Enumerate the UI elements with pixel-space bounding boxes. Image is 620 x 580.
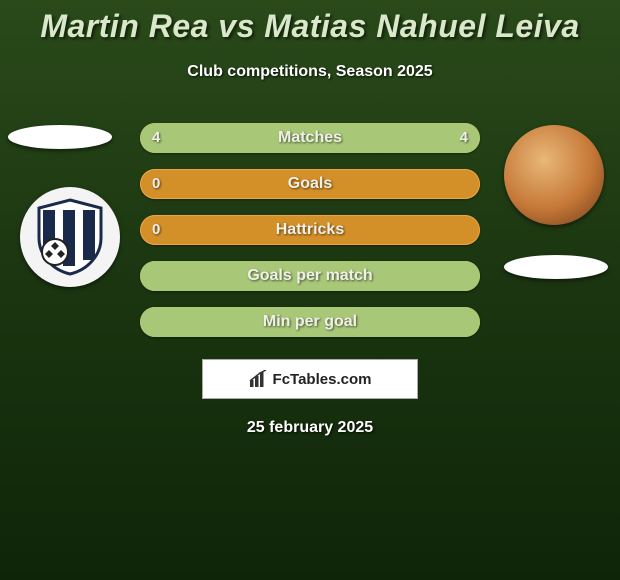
stat-label: Hattricks bbox=[140, 215, 480, 245]
stat-label: Goals per match bbox=[140, 261, 480, 291]
stat-row: 0Goals bbox=[140, 169, 480, 199]
subtitle: Club competitions, Season 2025 bbox=[0, 63, 620, 81]
date-line: 25 february 2025 bbox=[0, 419, 620, 437]
stats-area: 44Matches 0Goals 0Hattricks Goals per match… bbox=[0, 123, 620, 353]
page-title: Martin Rea vs Matias Nahuel Leiva bbox=[0, 8, 620, 45]
player-left-column bbox=[6, 123, 116, 353]
stat-label: Matches bbox=[140, 123, 480, 153]
player-left-club-crest bbox=[20, 187, 120, 287]
stat-label: Goals bbox=[140, 169, 480, 199]
stat-bars: 44Matches 0Goals 0Hattricks Goals per match… bbox=[140, 123, 480, 353]
watermark: FcTables.com bbox=[202, 359, 418, 399]
stat-row: Min per goal bbox=[140, 307, 480, 337]
player-left-name-pill bbox=[8, 125, 112, 149]
stat-row: 0Hattricks bbox=[140, 215, 480, 245]
player-right-photo bbox=[504, 125, 604, 225]
watermark-text: FcTables.com bbox=[273, 371, 372, 388]
player-right-name-pill bbox=[504, 255, 608, 279]
shield-icon bbox=[35, 198, 105, 276]
stat-row: Goals per match bbox=[140, 261, 480, 291]
bars-icon bbox=[249, 370, 269, 388]
player-right-column bbox=[504, 123, 614, 353]
stat-label: Min per goal bbox=[140, 307, 480, 337]
stat-row: 44Matches bbox=[140, 123, 480, 153]
